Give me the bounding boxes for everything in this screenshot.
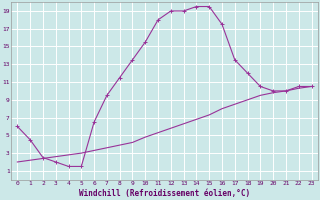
X-axis label: Windchill (Refroidissement éolien,°C): Windchill (Refroidissement éolien,°C) — [79, 189, 250, 198]
